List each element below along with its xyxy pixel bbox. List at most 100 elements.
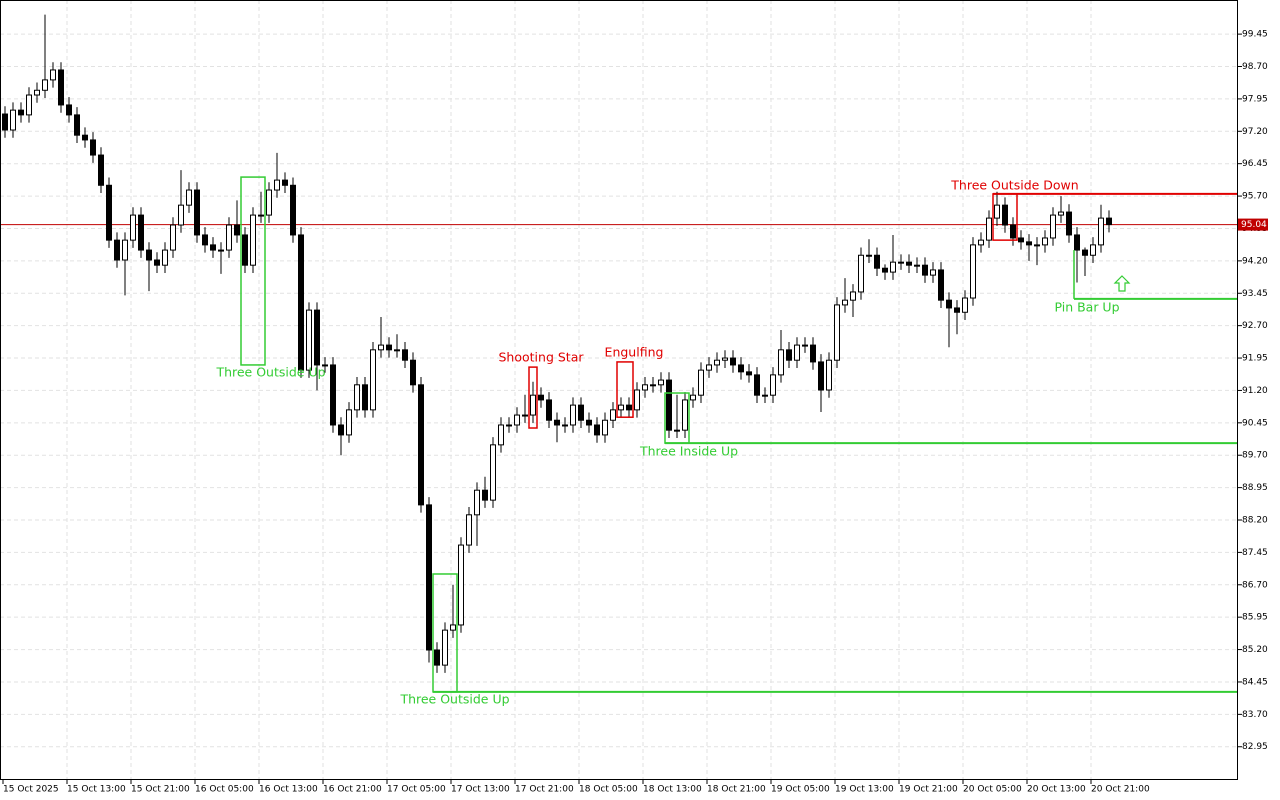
- candle-body: [642, 384, 648, 391]
- x-tick-label: 16 Oct 05:00: [195, 785, 254, 795]
- candle-body: [122, 239, 128, 261]
- candle-body: [1074, 234, 1080, 251]
- candle-body: [690, 394, 696, 401]
- candle-body: [1034, 244, 1040, 247]
- candle-body: [90, 139, 96, 156]
- candle-body: [506, 424, 512, 427]
- x-tick-label: 18 Oct 13:00: [643, 785, 702, 795]
- candle-body: [1082, 249, 1088, 256]
- candle-body: [810, 344, 816, 363]
- candle-body: [898, 261, 904, 264]
- candle-body: [538, 394, 544, 401]
- candle-body: [218, 249, 224, 252]
- pattern-label: Pin Bar Up: [1054, 299, 1119, 314]
- candle-body: [674, 429, 680, 432]
- candle-body: [906, 261, 912, 266]
- candle-body: [522, 414, 528, 417]
- patterns: Three Outside Up Three Outside Up Shooting…: [215, 176, 1120, 706]
- y-tick-label: 91.20: [1242, 386, 1268, 396]
- candle-body: [706, 364, 712, 371]
- candle-body: [250, 214, 256, 266]
- x-tick-label: 15 Oct 2025: [3, 785, 59, 795]
- candle-body: [738, 364, 744, 373]
- candle-body: [658, 379, 664, 386]
- candle-body: [626, 404, 632, 411]
- candle-body: [874, 254, 880, 269]
- candle-body: [378, 344, 384, 351]
- candle-body: [730, 357, 736, 366]
- y-tick-label: 85.95: [1242, 613, 1268, 623]
- candle-body: [290, 184, 296, 236]
- candle-body: [1042, 237, 1048, 246]
- candle-body: [274, 179, 280, 191]
- candle-body: [954, 307, 960, 313]
- candle-body: [778, 349, 784, 376]
- candle-body: [458, 544, 464, 626]
- pattern-label: Three Outside Up: [215, 364, 325, 379]
- y-tick-label: 82.95: [1242, 742, 1268, 752]
- y-tick-label: 85.20: [1242, 645, 1268, 655]
- candle-body: [354, 384, 360, 411]
- candle-body: [386, 344, 392, 351]
- candle-body: [178, 204, 184, 226]
- candle-body: [490, 444, 496, 501]
- y-tick-label: 91.95: [1242, 354, 1268, 364]
- candle-body: [66, 104, 72, 116]
- y-tick-label: 90.45: [1242, 418, 1268, 428]
- current-price-label: 95.04: [1241, 220, 1267, 230]
- plot-border: [0, 0, 1238, 780]
- pattern-box: [664, 392, 690, 444]
- y-tick-label: 97.20: [1242, 127, 1268, 137]
- y-tick-label: 94.20: [1242, 256, 1268, 266]
- candle-body: [994, 204, 1000, 219]
- candle-body: [794, 344, 800, 361]
- candle-body: [74, 114, 80, 136]
- candle-body: [914, 264, 920, 267]
- candle-body: [786, 349, 792, 361]
- candle-body: [466, 514, 472, 546]
- candle-body: [50, 69, 56, 81]
- candle-body: [546, 399, 552, 421]
- candle-body: [970, 244, 976, 299]
- x-tick-label: 19 Oct 05:00: [771, 785, 830, 795]
- candle-body: [890, 261, 896, 273]
- candle-body: [754, 374, 760, 396]
- candle-body: [1098, 217, 1104, 246]
- candle-body: [26, 94, 32, 116]
- y-tick-label: 89.70: [1242, 451, 1268, 461]
- candle-body: [858, 254, 864, 293]
- candle-body: [162, 249, 168, 266]
- candle-body: [418, 384, 424, 506]
- candle-body: [154, 259, 160, 266]
- candle-body: [650, 384, 656, 387]
- x-tick-label: 18 Oct 21:00: [707, 785, 766, 795]
- candle-body: [602, 419, 608, 436]
- candle-body: [1018, 237, 1024, 243]
- candle-body: [234, 224, 240, 236]
- candle-body: [946, 299, 952, 309]
- candle-body: [210, 244, 216, 251]
- candle-body: [298, 234, 304, 371]
- candle-body: [1026, 241, 1032, 246]
- candle-body: [474, 489, 480, 516]
- candle-body: [194, 189, 200, 236]
- x-tick-label: 19 Oct 13:00: [835, 785, 894, 795]
- candle-body: [834, 304, 840, 361]
- levels: [0, 192, 1238, 693]
- candle-body: [666, 379, 672, 431]
- y-tick-label: 84.45: [1242, 677, 1268, 687]
- y-tick-label: 97.95: [1242, 94, 1268, 104]
- candle-body: [370, 349, 376, 411]
- candle-body: [442, 629, 448, 666]
- candle-body: [1090, 244, 1096, 256]
- candle-body: [450, 624, 456, 631]
- y-tick-label: 83.70: [1242, 710, 1268, 720]
- candle-body: [594, 424, 600, 436]
- y-tick-label: 87.45: [1242, 548, 1268, 558]
- candle-body: [1050, 214, 1056, 239]
- candle-body: [618, 404, 624, 411]
- candle-body: [410, 359, 416, 386]
- candle-body: [930, 269, 936, 276]
- candle-body: [34, 89, 40, 96]
- candle-body: [2, 113, 8, 131]
